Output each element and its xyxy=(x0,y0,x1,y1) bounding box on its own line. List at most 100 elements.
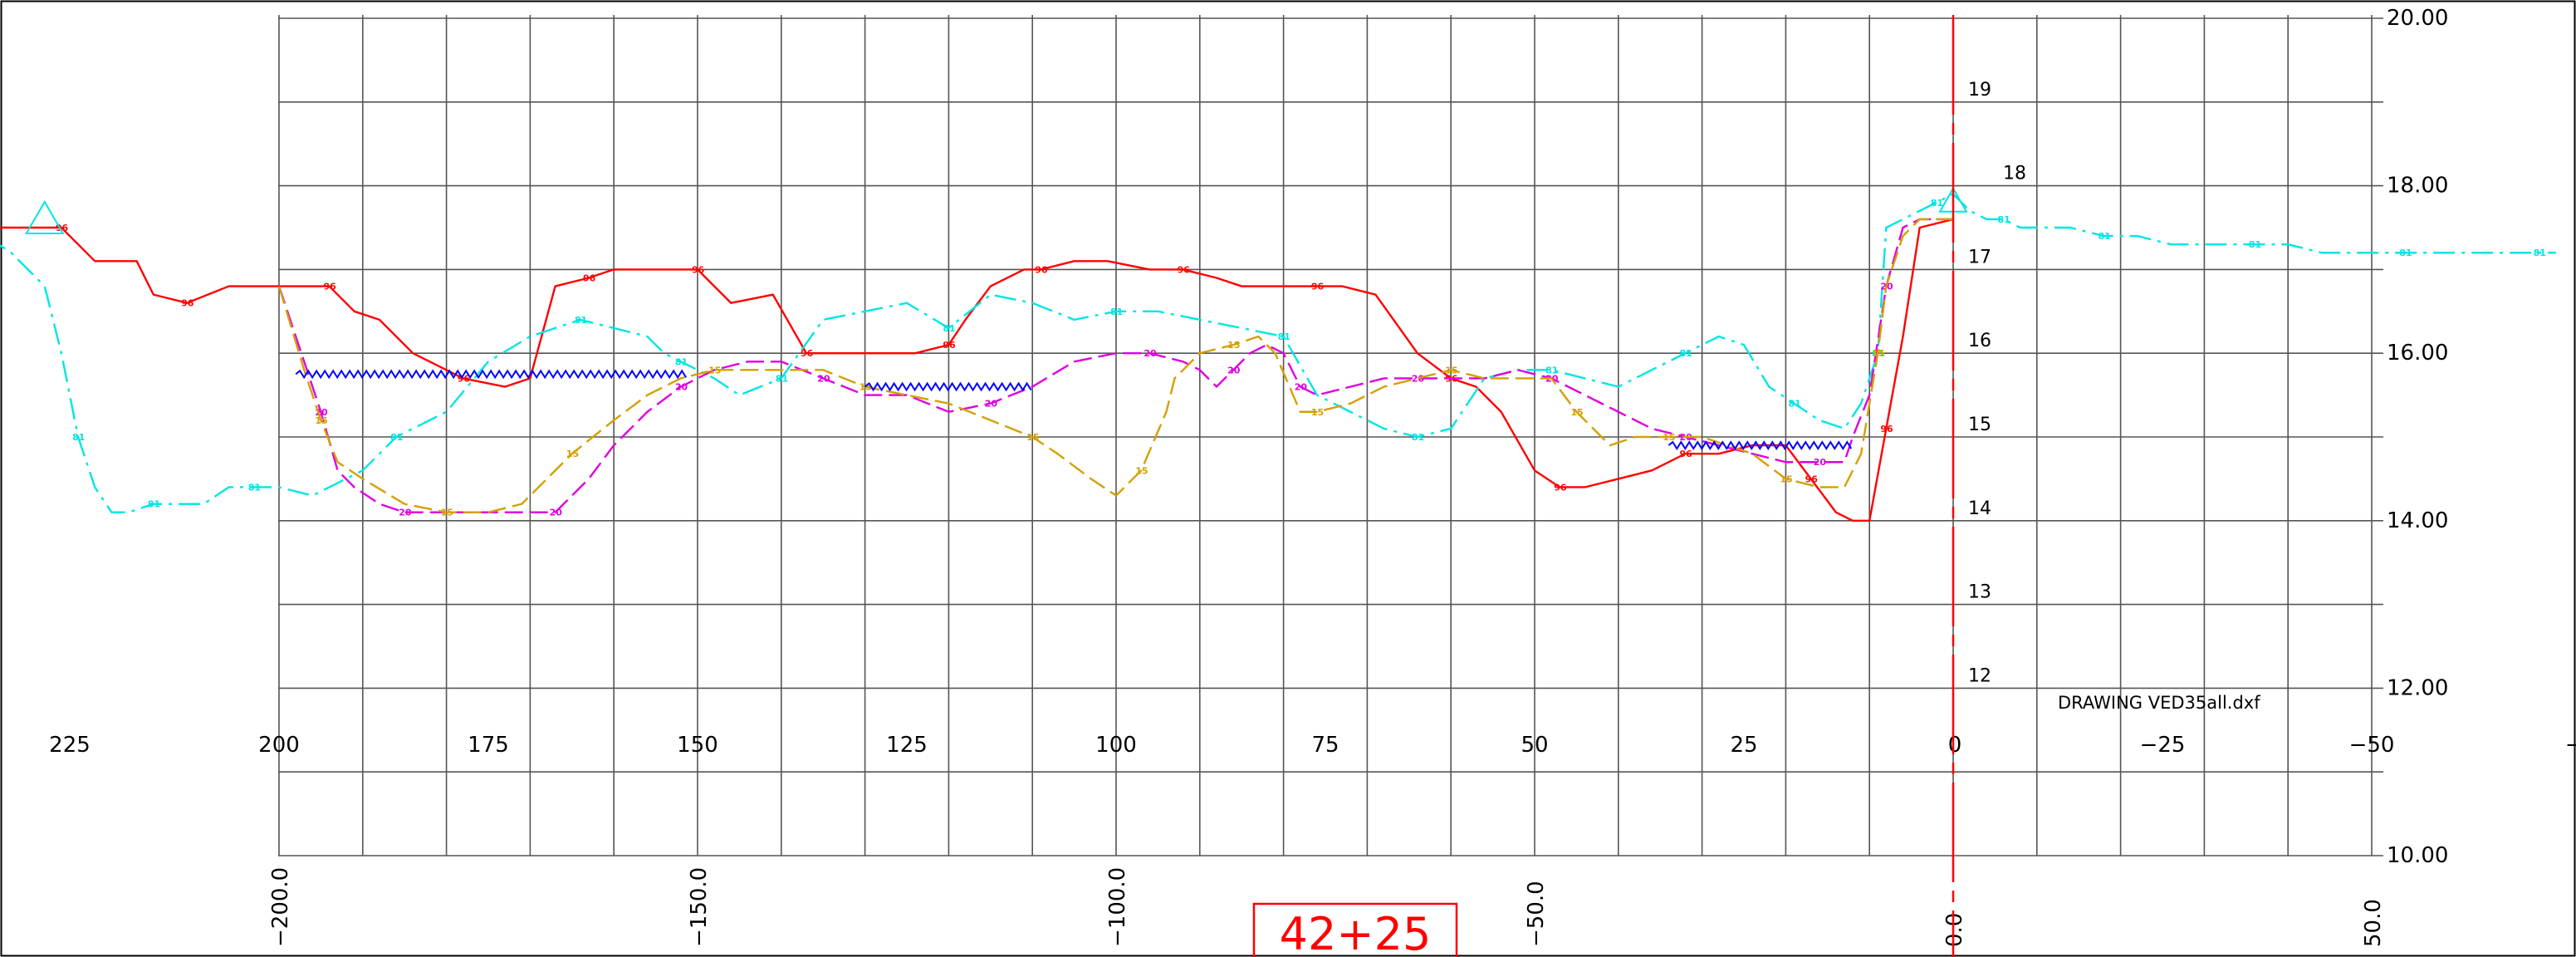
series-inline-label: 15 xyxy=(1026,432,1039,443)
top-axis-tick-label: 0 xyxy=(1948,733,1962,758)
series-inline-label: 20 xyxy=(817,373,830,384)
inner-axis-tick-label: 13 xyxy=(1968,582,1991,603)
series-inline-label: 96 xyxy=(1035,264,1048,275)
series-inline-label: 81 xyxy=(2399,248,2412,258)
top-axis-tick-label: 75 xyxy=(1311,733,1339,758)
right-axis-tick-label: 16.00 xyxy=(2387,341,2448,366)
series-inline-label: 81 xyxy=(2249,239,2261,250)
series-inline-label: 15 xyxy=(1663,432,1675,443)
series-line-81 xyxy=(0,193,2556,513)
series-inline-label: 81 xyxy=(390,432,403,443)
drawing-note: DRAWING VED35all.dxf xyxy=(2058,693,2260,713)
series-inline-label: 81 xyxy=(1679,348,1692,359)
inner-axis-tick-label: 15 xyxy=(1968,415,1991,435)
series-inline-label: 15 xyxy=(1780,474,1792,484)
series-inline-label: 20 xyxy=(1295,382,1308,393)
series-inline-label: 81 xyxy=(248,482,261,493)
top-axis-tick-label: 150 xyxy=(677,733,718,758)
series-inline-label: 81 xyxy=(776,373,788,384)
series-inline-label: 81 xyxy=(1545,365,1558,375)
water-surface-line xyxy=(1668,440,1853,450)
series-inline-label: 81 xyxy=(1110,307,1123,317)
series-inline-label: 81 xyxy=(1412,432,1424,443)
series-inline-label: 96 xyxy=(323,282,336,292)
series-inline-label: 81 xyxy=(148,499,160,510)
series-inline-label: 20 xyxy=(1814,457,1827,468)
bottom-axis-tick-label: 0.0 xyxy=(1942,913,1967,947)
series-inline-label: 15 xyxy=(1311,407,1324,418)
inner-axis-labels: 19 18 17 16 15 14 13 12 xyxy=(1968,80,2026,687)
series-inline-label: 81 xyxy=(72,432,85,443)
series-inline-label: 81 xyxy=(2534,248,2546,258)
top-axis-tick-label: 50 xyxy=(1521,733,1548,758)
inner-axis-tick-label: 18 xyxy=(2003,164,2026,184)
series-inline-label: 20 xyxy=(985,399,998,410)
top-axis-tick-label: 125 xyxy=(886,733,928,758)
top-axis-tick-label: 100 xyxy=(1095,733,1137,758)
series-inline-label: 81 xyxy=(1931,198,1943,209)
series-inline-label: 96 xyxy=(583,272,596,283)
top-axis-tick-label: −25 xyxy=(2140,733,2186,758)
series-inline-label: 96 xyxy=(1554,482,1567,493)
survey-triangle-marker xyxy=(25,199,65,234)
top-axis-tick-label: −7 xyxy=(2565,733,2576,758)
top-axis-tick-label: 175 xyxy=(468,733,509,758)
grid xyxy=(278,15,2383,856)
top-axis-tick-label: −50 xyxy=(2349,733,2395,758)
series-inline-label: 96 xyxy=(692,264,705,275)
series-inline-label: 15 xyxy=(1872,348,1884,359)
series-inline-label: 96 xyxy=(1679,449,1692,459)
series-inline-label: 96 xyxy=(1311,282,1325,292)
series-inline-label: 15 xyxy=(441,508,453,518)
series-inline-label: 15 xyxy=(1445,365,1457,375)
series-inline-label: 81 xyxy=(1997,214,2010,225)
right-axis-tick-label: 14.00 xyxy=(2387,508,2448,533)
series-inline-label: 81 xyxy=(575,315,587,326)
inner-axis-tick-label: 17 xyxy=(1968,247,1991,267)
right-axis-tick-label: 12.00 xyxy=(2387,675,2448,700)
bottom-axis-tick-label: −100.0 xyxy=(1105,867,1130,947)
series-inline-label: 81 xyxy=(2098,231,2110,242)
bottom-axis-tick-label: −150.0 xyxy=(687,867,712,947)
series-inline-label: 20 xyxy=(675,382,688,393)
series-inline-label: 81 xyxy=(943,323,955,334)
bottom-axis-tick-label: 50.0 xyxy=(2361,899,2386,947)
bottom-axis-tick-label: −50.0 xyxy=(1524,881,1549,947)
top-axis-tick-label: 200 xyxy=(258,733,300,758)
series-inline-label: 96 xyxy=(801,348,814,359)
top-axis-tick-label: 25 xyxy=(1730,733,1757,758)
inner-axis-tick-label: 16 xyxy=(1968,331,1991,351)
series-inline-label: 96 xyxy=(943,340,956,351)
series-inline-label: 15 xyxy=(1570,407,1583,418)
series-line-20 xyxy=(277,218,1953,513)
water-surface-line xyxy=(864,381,1032,392)
water-surface-line xyxy=(295,369,688,380)
series-inline-label: 20 xyxy=(1227,365,1241,375)
right-axis-tick-label: 20.00 xyxy=(2387,6,2448,31)
right-axis-tick-label: 18.00 xyxy=(2387,174,2448,199)
series-inline-label: 15 xyxy=(708,365,721,375)
inner-axis-tick-label: 12 xyxy=(1968,665,1991,686)
series-line-96 xyxy=(0,218,1954,522)
series-inline-label: 15 xyxy=(315,415,327,426)
series-inline-label: 15 xyxy=(1135,465,1148,476)
top-axis-tick-label: 225 xyxy=(49,733,91,758)
station-label: 42+25 xyxy=(1280,908,1432,957)
station-box: 42+25 xyxy=(1252,902,1458,957)
series-inline-label: 15 xyxy=(566,449,579,459)
series-inline-label: 81 xyxy=(1788,399,1800,410)
series-inline-label: 96 xyxy=(1880,424,1893,434)
series-inline-label: 20 xyxy=(550,508,563,518)
series-inline-label: 96 xyxy=(1805,474,1819,484)
series-inline-label: 20 xyxy=(399,508,412,518)
inner-axis-tick-label: 19 xyxy=(1968,80,1991,101)
grid-labels: 1918 17 16 15 14 13 12 225 200 175 150 125 100 75 50 2… xyxy=(49,6,2576,947)
right-axis-tick-label: 10.00 xyxy=(2387,843,2448,868)
series-inline-label: 15 xyxy=(1227,340,1240,351)
series-inline-label: 96 xyxy=(1178,264,1191,275)
bottom-axis-tick-label: −200.0 xyxy=(268,867,293,947)
series-inline-label: 81 xyxy=(1278,331,1290,342)
